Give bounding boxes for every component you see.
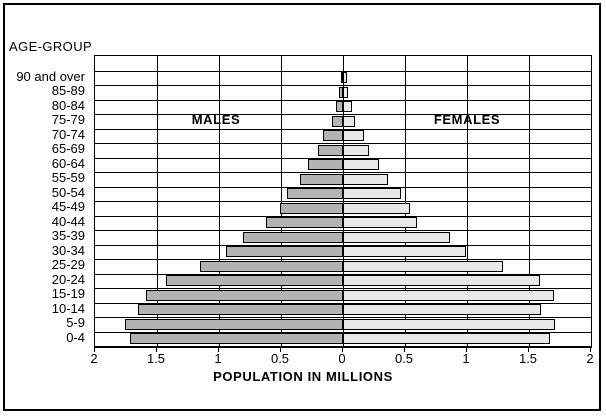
age-group-label: 5-9	[66, 315, 85, 330]
age-group-label: 80-84	[51, 97, 85, 113]
x-tick-mark	[94, 347, 95, 352]
x-tick-label: 1	[462, 351, 470, 366]
age-group-label: 40-44	[51, 213, 85, 229]
x-tick-mark	[466, 347, 467, 352]
male-bar	[299, 173, 343, 185]
age-group-label: 50-54	[51, 184, 85, 200]
female-bar	[343, 202, 410, 214]
female-bar	[343, 115, 356, 127]
female-bar	[343, 231, 450, 243]
male-bar	[129, 333, 343, 345]
x-tick-mark	[404, 347, 405, 352]
x-tick-label: 2	[586, 351, 594, 366]
x-tick-mark	[218, 347, 219, 352]
vertical-gridline	[405, 56, 406, 346]
female-bar	[343, 246, 466, 258]
age-group-label: 60-64	[51, 155, 85, 171]
male-bar	[323, 130, 343, 142]
male-bar	[200, 260, 343, 272]
x-tick-label: 1.5	[518, 351, 538, 366]
age-group-label: 55-59	[51, 170, 85, 185]
male-bar	[335, 101, 343, 113]
female-bar	[343, 217, 418, 229]
female-bar	[343, 130, 365, 142]
age-group-label: 70-74	[51, 126, 85, 142]
x-tick-label: 0.5	[270, 351, 290, 366]
male-bar	[340, 72, 343, 84]
x-tick-label: 1.5	[146, 351, 166, 366]
age-group-label: 20-24	[51, 271, 85, 287]
female-bar	[343, 188, 402, 200]
male-bar	[308, 159, 343, 171]
female-bar	[343, 260, 503, 272]
vertical-gridline	[219, 56, 220, 346]
male-bar	[138, 304, 343, 316]
female-bar	[343, 86, 348, 98]
female-bar	[343, 101, 352, 113]
x-tick-mark	[280, 347, 281, 352]
males-series-label: MALES	[191, 112, 241, 127]
male-bar	[287, 188, 343, 200]
male-bar	[339, 86, 343, 98]
x-tick-label: 0.5	[394, 351, 414, 366]
male-bar	[124, 318, 343, 330]
male-bar	[331, 115, 343, 127]
male-bar	[145, 289, 343, 301]
vertical-gridline	[467, 56, 468, 346]
female-bar	[343, 289, 554, 301]
male-bar	[318, 144, 343, 156]
vertical-gridline	[343, 56, 344, 346]
vertical-gridline	[281, 56, 282, 346]
male-bar	[279, 202, 343, 214]
male-bar	[226, 246, 343, 258]
age-group-axis-labels: 90 and over 85-89 80-84 75-79 70-74 65-69 60-6…	[0, 55, 85, 345]
female-bar	[343, 173, 388, 185]
x-tick-mark	[528, 347, 529, 352]
male-bar	[242, 231, 343, 243]
x-tick-mark	[590, 347, 591, 352]
x-tick-mark	[156, 347, 157, 352]
female-bar	[343, 275, 541, 287]
age-group-label: 90 and over	[16, 68, 85, 84]
x-tick-label: 2	[90, 351, 98, 366]
female-bar	[343, 159, 379, 171]
female-bar	[343, 304, 542, 316]
x-axis-title: POPULATION IN MILLIONS	[213, 369, 393, 384]
plot-area	[94, 55, 592, 348]
male-bar	[165, 275, 343, 287]
x-tick-label: 1	[214, 351, 222, 366]
age-group-label: 85-89	[51, 83, 85, 98]
x-tick-label: 0	[338, 351, 346, 366]
age-group-label: 30-34	[51, 242, 85, 258]
figure-border	[3, 3, 601, 411]
age-group-label: 25-29	[51, 257, 85, 272]
age-group-label: 15-19	[51, 286, 85, 301]
vertical-gridline	[529, 56, 530, 346]
female-bar	[343, 72, 347, 84]
age-group-label: 45-49	[51, 199, 85, 214]
x-axis: 2 1.5 1 0.5 0 0.5 1 1.5 2	[90, 347, 594, 369]
male-bar	[266, 217, 343, 229]
female-bar	[343, 318, 556, 330]
y-axis-title: AGE-GROUP	[9, 39, 93, 54]
female-bar	[343, 144, 370, 156]
age-group-label: 0-4	[66, 329, 85, 345]
age-group-label: 35-39	[51, 228, 85, 243]
female-bar	[343, 333, 551, 345]
age-group-label: 75-79	[51, 112, 85, 127]
age-group-label: 65-69	[51, 141, 85, 156]
females-series-label: FEMALES	[433, 112, 501, 127]
age-group-label: 10-14	[51, 300, 85, 316]
x-tick-mark	[342, 347, 343, 352]
vertical-gridline	[157, 56, 158, 346]
